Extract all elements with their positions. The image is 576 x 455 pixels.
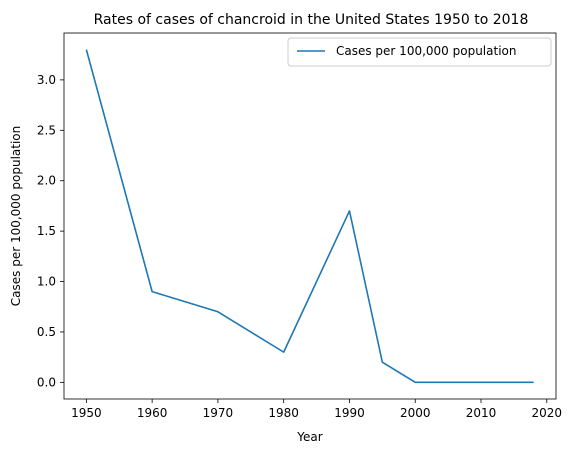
x-tick-label: 2000: [400, 406, 431, 420]
plot-frame: [63, 32, 557, 400]
x-tick-label: 1960: [137, 406, 168, 420]
plot-area: [64, 33, 556, 399]
series-line: [85, 49, 534, 384]
y-tick-label: 2.0: [37, 174, 56, 188]
y-tick-label: 0.5: [37, 325, 56, 339]
legend-label: Cases per 100,000 population: [336, 44, 516, 58]
y-tick-label: 0.0: [37, 375, 56, 389]
series-layer: [85, 49, 534, 384]
chart-title: Rates of cases of chancroid in the Unite…: [94, 12, 529, 28]
x-axis-title: Year: [296, 430, 322, 444]
y-axis-ticks: 0.0 0.5 1.0 1.5 2.0 2.5 3.0: [37, 73, 64, 389]
y-axis-title: Cases per 100,000 population: [9, 126, 23, 306]
x-tick-label: 2010: [466, 406, 497, 420]
x-tick-label: 1980: [268, 406, 299, 420]
y-tick-label: 1.0: [37, 275, 56, 289]
y-tick-label: 1.5: [37, 224, 56, 238]
y-tick-label: 2.5: [37, 123, 56, 137]
y-tick-label: 3.0: [37, 73, 56, 87]
x-tick-label: 1950: [71, 406, 102, 420]
x-axis-ticks: 1950 1960 1970 1980 1990 2000 2010 2020: [71, 399, 562, 420]
x-tick-label: 1990: [334, 406, 365, 420]
legend-box: [287, 37, 552, 67]
x-tick-label: 1970: [203, 406, 234, 420]
legend: Cases per 100,000 population: [287, 37, 552, 67]
x-tick-label: 2020: [532, 406, 563, 420]
